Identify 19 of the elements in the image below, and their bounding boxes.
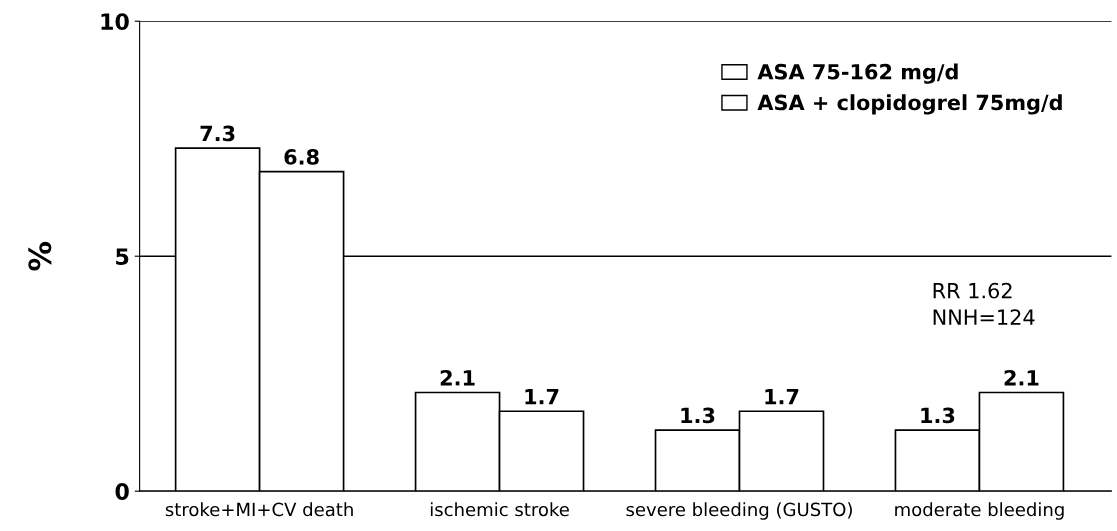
data-label: 1.7 bbox=[765, 388, 799, 405]
y-tick-label: 0 bbox=[115, 483, 129, 500]
data-label: 2.1 bbox=[1004, 369, 1039, 386]
x-tick-label: moderate bleeding bbox=[895, 502, 1064, 520]
data-label: 1.7 bbox=[525, 388, 559, 405]
x-tick-label: stroke+MI+CV death bbox=[165, 502, 353, 517]
legend-label: ASA 75-162 mg/d bbox=[757, 63, 958, 84]
legend-label: ASA + clopidogrel 75mg/d bbox=[757, 94, 1062, 115]
y-tick-label: 5 bbox=[116, 248, 129, 265]
x-tick-label: ischemic stroke bbox=[430, 502, 569, 517]
y-tick-label: 10 bbox=[101, 13, 129, 30]
data-label: 1.3 bbox=[921, 407, 955, 424]
data-label: 7.3 bbox=[200, 125, 235, 142]
x-tick-label: severe bleeding (GUSTO) bbox=[626, 502, 852, 520]
annotation: RR 1.62 NNH=124 bbox=[933, 282, 1035, 325]
y-axis-title: % bbox=[28, 241, 52, 271]
data-label: 1.3 bbox=[681, 407, 715, 424]
data-label: 2.1 bbox=[440, 369, 475, 386]
data-label: 6.8 bbox=[284, 149, 319, 165]
